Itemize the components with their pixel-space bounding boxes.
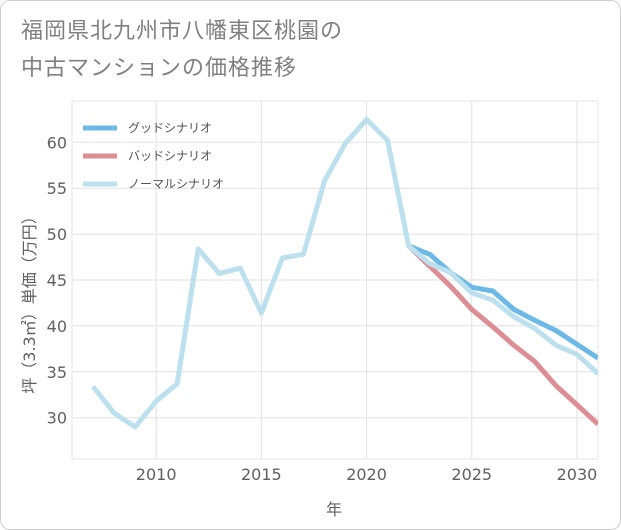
x-tick-label: 2030 [557,465,598,484]
chart-title-line2: 中古マンションの価格推移 [21,56,298,81]
chart-title-line1: 福岡県北九州市八幡東区桃園の [21,19,344,44]
y-tick-label: 60 [47,133,67,152]
y-tick-label: 35 [47,363,67,382]
y-tick-label: 30 [47,409,67,428]
x-tick-label: 2025 [451,465,492,484]
x-tick-label: 2010 [136,465,177,484]
x-tick-label: 2020 [346,465,387,484]
y-tick-label: 50 [47,225,67,244]
series-line-good [407,243,598,361]
y-axis-title: 坪（3.3㎡）単価（万円） [20,208,39,393]
legend-label-bad: バッドシナリオ [128,149,212,163]
y-tick-label: 45 [47,271,67,290]
series-line-bad [406,244,598,426]
chart-title: 福岡県北九州市八幡東区桃園の 中古マンションの価格推移 [21,13,343,87]
x-tick-label: 2015 [241,465,282,484]
legend-label-good: グッドシナリオ [128,121,212,135]
y-tick-label: 40 [47,317,67,336]
series-line-normal [91,116,598,430]
y-tick-label: 55 [47,179,67,198]
x-axis-title: 年 [326,500,342,519]
legend-label-normal: ノーマルシナリオ [128,177,224,191]
